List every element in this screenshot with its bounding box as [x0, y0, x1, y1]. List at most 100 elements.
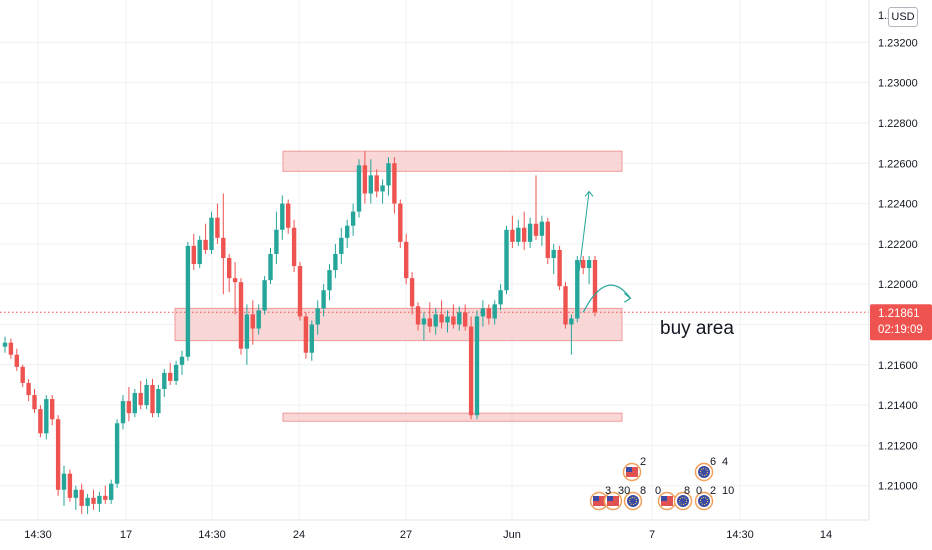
price-tick-label: 1.22400 [878, 199, 918, 211]
candle-body [73, 489, 78, 498]
candle-body [109, 483, 114, 500]
candle-body [350, 211, 356, 226]
event-count-label: 6 [710, 456, 716, 468]
price-zone [282, 412, 623, 422]
candle-body [26, 382, 31, 396]
candle-body [563, 286, 568, 325]
candle-body [38, 409, 43, 434]
price-axis[interactable]: 1.210001.212001.214001.216001.218001.220… [878, 37, 918, 492]
flag-field [627, 495, 639, 507]
candle-body [191, 245, 196, 265]
candle-body [185, 245, 191, 357]
currency-selector[interactable]: USD [888, 7, 918, 27]
candle-body [486, 308, 491, 319]
candle-body [138, 393, 143, 406]
candle-body [232, 278, 238, 283]
candle-body [356, 165, 362, 212]
candle-body [268, 253, 273, 281]
candle-body [197, 239, 202, 265]
candle-body [380, 185, 385, 192]
candle-body [498, 290, 503, 305]
candle-body [368, 175, 373, 194]
candle-body [250, 314, 255, 329]
candle-body [339, 237, 344, 254]
candle-body [8, 342, 14, 355]
flag-stars [629, 497, 637, 505]
last-price-tag: 1.21861 02:19:09 [870, 304, 932, 341]
candle-body [203, 239, 208, 250]
candle-body [545, 221, 550, 258]
flag-field [698, 466, 710, 478]
candle-body [575, 260, 580, 319]
flag-canton [607, 496, 613, 501]
flag-stars [700, 497, 708, 505]
buy-area-annotation: buy area [660, 318, 734, 339]
candle-body [327, 270, 332, 291]
candle-body [386, 163, 391, 186]
candle-body [162, 372, 167, 389]
candle-body [315, 308, 320, 325]
candle-body [333, 253, 338, 271]
candle-body [297, 266, 303, 317]
candle-body [262, 280, 267, 311]
candle-body [168, 372, 173, 381]
candle-body [156, 388, 161, 414]
price-tick-label: 1.23200 [878, 37, 918, 49]
candle-body [303, 316, 309, 353]
candle-body [480, 308, 486, 317]
time-tick-label: 17 [120, 529, 132, 541]
event-count-label: 2 [640, 456, 646, 468]
candle-body [374, 175, 379, 192]
candle-body [463, 312, 468, 327]
candle-body [492, 304, 497, 319]
flag-field [677, 495, 689, 507]
event-count-label: 8 [684, 485, 690, 497]
candle-body [20, 366, 25, 383]
candle-body [309, 324, 314, 353]
candle-body [451, 316, 456, 325]
time-tick-label: 27 [400, 529, 412, 541]
candle-body [50, 399, 55, 420]
time-tick-label: 14:30 [24, 529, 52, 541]
time-axis[interactable]: 14:30 17 14:30 24 27 Jun 7 14:30 14 [24, 529, 832, 541]
price-zones [174, 150, 623, 422]
candle-body [274, 229, 279, 254]
candle-body [114, 423, 120, 484]
price-tick-label: 1.22800 [878, 118, 918, 130]
price-tick-label: 1.21000 [878, 481, 918, 493]
candle-body [132, 393, 137, 414]
candle-body [586, 260, 592, 269]
candle-body [439, 314, 444, 323]
candle-body [173, 364, 179, 381]
projection-arrow-curve [582, 284, 631, 313]
candle-body [510, 229, 515, 242]
time-tick-label: 14:30 [726, 529, 754, 541]
candle-body [522, 227, 527, 242]
arrowhead-icon [624, 292, 632, 303]
candle-body [126, 401, 132, 414]
candle-body [468, 326, 474, 416]
candle-body [97, 495, 102, 504]
economic-events[interactable]: 2 6 43 30 8 0 8 0 2 10 [589, 456, 735, 511]
event-count-label: 0 [655, 485, 661, 497]
price-tick-label: 1.21400 [878, 400, 918, 412]
candle-body [362, 165, 368, 194]
candle-body [244, 314, 250, 349]
candle-body [91, 497, 96, 504]
event-count-label: 3 [605, 485, 611, 497]
candle-body [32, 395, 37, 410]
last-price-value: 1.21861 [878, 308, 920, 320]
candle-body [581, 260, 586, 269]
price-tick-label: 1.22600 [878, 158, 918, 170]
candle-body [398, 203, 403, 242]
candle-body [44, 399, 49, 434]
candle-body [592, 260, 598, 313]
price-tick-label: 1.22200 [878, 239, 918, 251]
candle-body [179, 356, 185, 365]
candle-body [67, 473, 73, 498]
candle-body [256, 310, 261, 329]
candlesticks [2, 151, 598, 514]
candle-body [103, 495, 108, 500]
candle-body [221, 237, 226, 258]
